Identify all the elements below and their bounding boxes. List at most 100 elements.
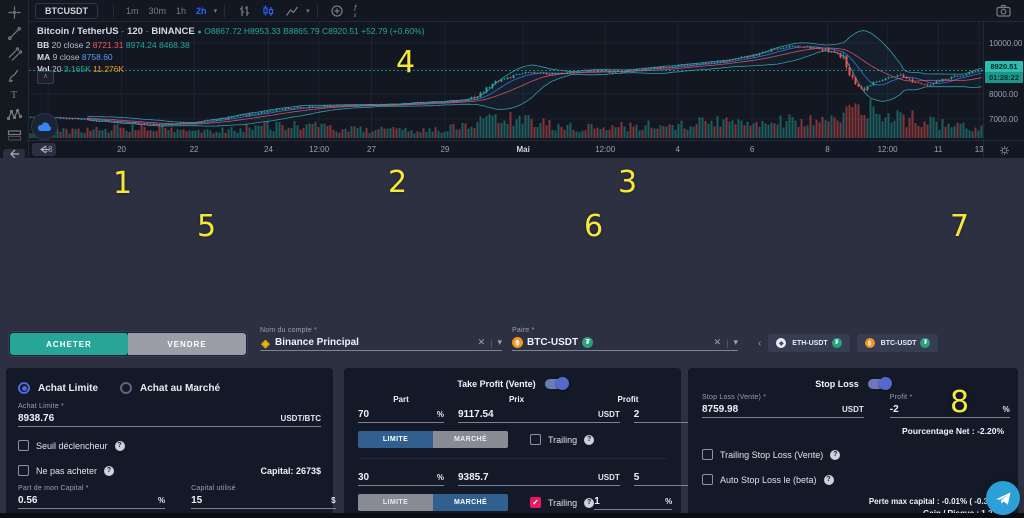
xabcd-pattern-icon[interactable] <box>5 107 23 122</box>
trigger-threshold-label: Seuil déclencheur <box>36 440 108 451</box>
max-loss-note: Perte max capital : -0.01% ( -0.33 $ ) <box>868 497 1004 506</box>
hide-toolbar-button[interactable] <box>3 149 25 159</box>
col-part: Part <box>393 395 409 404</box>
help-icon[interactable]: ? <box>584 497 595 508</box>
field-divider: | <box>490 337 493 348</box>
area-style-icon[interactable] <box>280 4 304 18</box>
trade-form: ACHETER VENDRE Nom du compte * ◈ Binance… <box>0 158 1024 518</box>
help-icon[interactable]: ? <box>114 440 125 451</box>
buy-panel: Achat Limite Achat au Marché Achat Limit… <box>6 368 336 518</box>
sl-profit-label: Profit * <box>889 394 913 401</box>
field-divider: | <box>726 337 729 348</box>
account-value[interactable]: Binance Principal <box>275 337 359 348</box>
cloud-icon[interactable] <box>31 113 58 140</box>
tp1-profit-input[interactable] <box>633 409 699 420</box>
tp1-price-input[interactable] <box>458 409 592 420</box>
time-axis[interactable]: 18 20 22 24 12:00 27 29 Mai 12:00 4 6 8 12:00 11 13 <box>29 140 984 159</box>
account-label: Nom du compte * <box>260 327 318 334</box>
tp2-trailing-checkbox[interactable]: ✓ <box>530 497 541 508</box>
help-icon[interactable]: ? <box>104 465 115 476</box>
help-icon[interactable]: ? <box>584 434 595 445</box>
no-buy-checkbox[interactable] <box>18 465 29 476</box>
timeframe-1m[interactable]: 1m <box>126 5 139 16</box>
tp2-price-input[interactable] <box>458 472 592 483</box>
take-profit-toggle[interactable] <box>544 377 569 390</box>
tp1-order-type: LIMITE MARCHÉ <box>358 431 508 448</box>
chart-canvas[interactable]: Bitcoin / TetherUS · 120 · BINANCE ● O88… <box>29 22 983 140</box>
timeframe-dropdown-icon[interactable]: ▾ <box>213 7 218 15</box>
compare-icon[interactable] <box>325 4 349 18</box>
tp1-limit-button[interactable]: LIMITE <box>358 431 433 448</box>
trigger-threshold-checkbox[interactable] <box>18 440 29 451</box>
bottom-strip <box>0 513 1024 518</box>
stop-loss-panel: Stop Loss Stop Loss (Vente) * USDT Profi… <box>688 368 1018 518</box>
capital-part-unit: % <box>158 496 166 505</box>
tp2-market-button[interactable]: MARCHÉ <box>433 494 508 511</box>
stop-loss-label: Stop Loss (Vente) * <box>702 394 767 401</box>
candles-style-icon[interactable] <box>256 4 280 18</box>
gear-icon[interactable] <box>999 145 1010 156</box>
crosshair-icon[interactable] <box>5 5 23 20</box>
tp2-trailing-pct-input[interactable] <box>594 495 660 507</box>
account-dropdown-icon[interactable]: ▾ <box>497 337 502 347</box>
tp2-trailing-label: Trailing <box>548 497 578 508</box>
help-icon[interactable]: ? <box>823 474 834 485</box>
pair-field: Paire * ฿ BTC-USDT ₮ ✕ | ▾ <box>512 327 738 351</box>
stop-loss-toggle[interactable] <box>867 377 892 390</box>
stop-loss-input[interactable] <box>702 404 836 415</box>
sell-button[interactable]: VENDRE <box>128 333 246 355</box>
tp2-profit-input[interactable] <box>633 472 699 483</box>
telegram-button[interactable] <box>986 481 1020 515</box>
stop-loss-title: Stop Loss <box>815 379 859 389</box>
capital-part-input[interactable] <box>18 495 152 506</box>
tp1-part-input[interactable] <box>358 409 431 420</box>
account-clear-icon[interactable]: ✕ <box>477 337 486 347</box>
help-icon[interactable]: ? <box>830 449 841 460</box>
legend-collapse-button[interactable]: ∧ <box>37 71 54 84</box>
scroll-back-button[interactable] <box>32 143 56 156</box>
pair-dropdown-icon[interactable]: ▾ <box>733 337 738 347</box>
capital-note: Capital: 2673$ <box>260 465 321 476</box>
text-tool-icon[interactable]: T <box>10 89 18 101</box>
timeframe-1h[interactable]: 1h <box>176 5 187 16</box>
col-profit: Profit <box>617 395 639 404</box>
limit-price-input[interactable] <box>18 413 275 424</box>
chips-scroll-left-icon[interactable]: ‹ <box>758 337 762 349</box>
sl-net-percentage: Pourcentage Net : -2.20% <box>901 426 1004 436</box>
tp2-part-input[interactable] <box>358 472 431 483</box>
toolbar-divider <box>316 3 318 18</box>
tp1-trailing-checkbox[interactable] <box>530 434 541 445</box>
trailing-stop-checkbox[interactable] <box>702 449 713 460</box>
long-position-icon[interactable] <box>5 128 23 143</box>
timeframe-30m[interactable]: 30m <box>148 5 167 16</box>
price-axis[interactable]: 10000.00 8000.00 7000.00 8920.51 01:28:22 <box>983 22 1024 140</box>
capital-used-input[interactable] <box>191 495 326 506</box>
sl-profit-input[interactable] <box>889 404 997 415</box>
bars-style-icon[interactable] <box>232 4 256 18</box>
screenshot-camera-icon[interactable] <box>991 4 1016 17</box>
market-buy-radio[interactable] <box>120 382 133 394</box>
tp1-market-button[interactable]: MARCHÉ <box>433 431 508 448</box>
capital-part-label: Part de mon Capital * <box>18 485 89 492</box>
pair-value[interactable]: BTC-USDT <box>527 337 579 348</box>
tether-icon: ₮ <box>831 338 842 348</box>
favorite-pair-eth-usdt[interactable]: ◆ ETH-USDT ₮ <box>768 334 850 352</box>
favorite-pair-btc-usdt[interactable]: ฿ BTC-USDT ₮ <box>856 334 939 352</box>
pitchfork-icon[interactable] <box>5 47 23 62</box>
eth-icon: ◆ <box>776 338 787 348</box>
pair-clear-icon[interactable]: ✕ <box>713 337 722 347</box>
timeframe-2h[interactable]: 2h <box>196 5 207 16</box>
auto-stop-checkbox[interactable] <box>702 474 713 485</box>
symbol-button[interactable]: BTCUSDT <box>35 2 98 19</box>
buy-button[interactable]: ACHETER <box>10 333 128 355</box>
limit-buy-radio[interactable] <box>18 382 30 394</box>
style-dropdown-icon[interactable]: ▾ <box>306 7 310 15</box>
col-price: Prix <box>508 395 525 404</box>
candlestick-chart <box>29 22 983 140</box>
tp2-limit-button[interactable]: LIMITE <box>358 494 433 511</box>
trend-line-icon[interactable] <box>5 26 23 41</box>
limit-price-unit: USDT/BTC <box>280 414 321 423</box>
no-buy-label: Ne pas acheter <box>36 465 98 476</box>
brush-icon[interactable] <box>5 68 23 83</box>
